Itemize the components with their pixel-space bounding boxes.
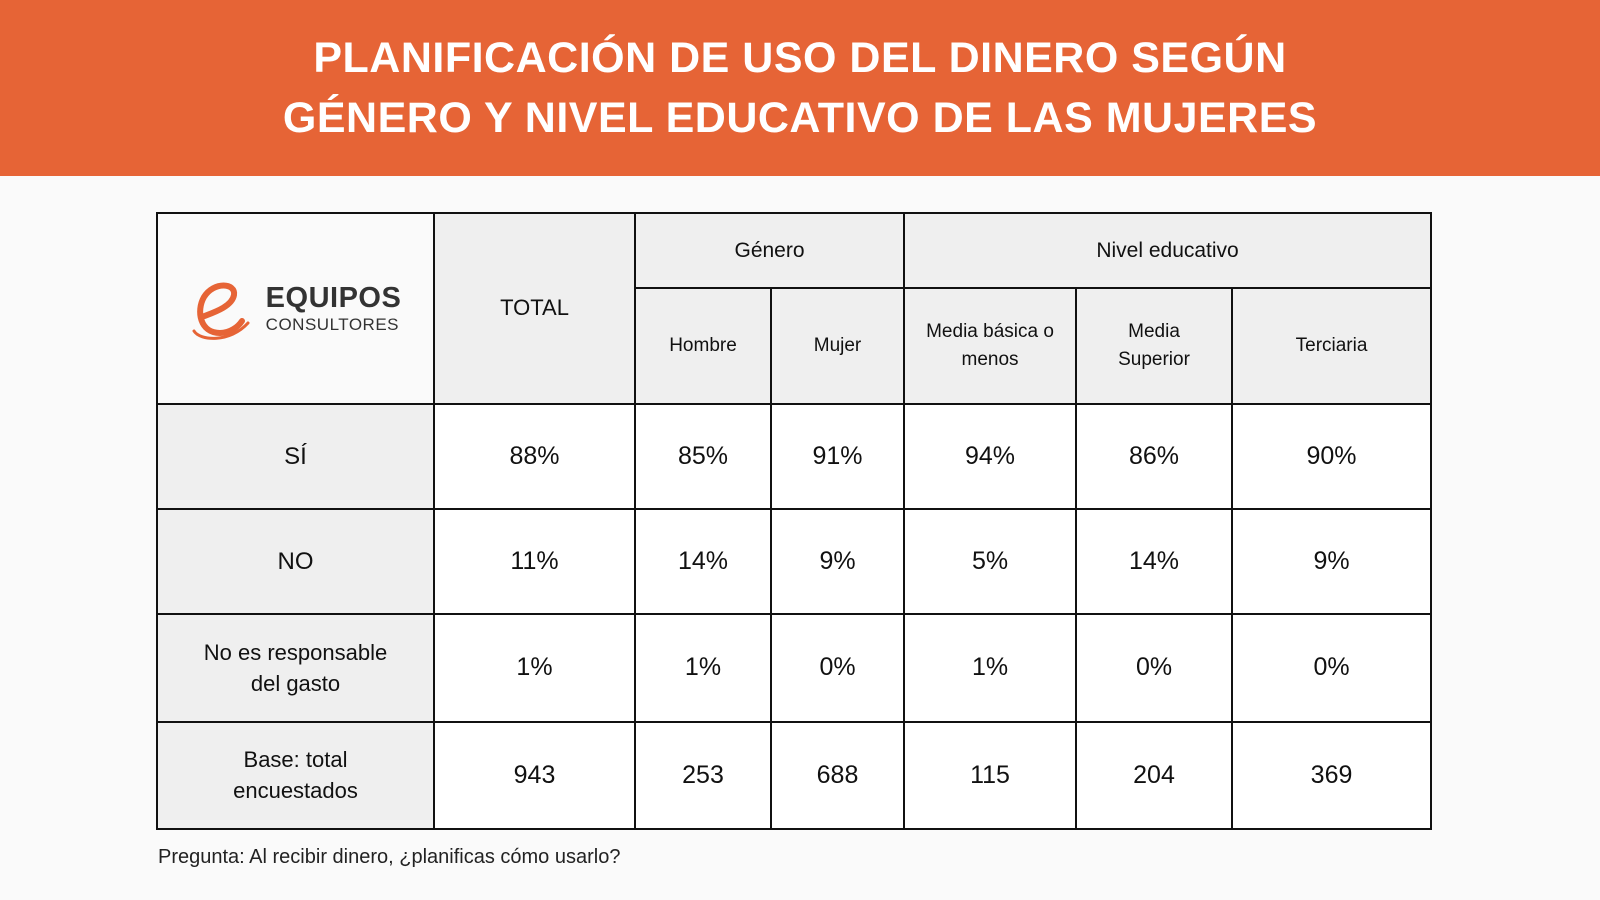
cell-base-total: 943 xyxy=(433,720,636,831)
row-label-no: NO xyxy=(156,507,435,616)
cell-base-terciaria: 369 xyxy=(1231,720,1433,831)
row-label-base-text: Base: total encuestados xyxy=(233,747,358,804)
header-terciaria: Terciaria xyxy=(1231,287,1433,405)
title-banner: PLANIFICACIÓN DE USO DEL DINERO SEGÚN GÉ… xyxy=(0,0,1600,176)
row-label-no-responsable: No es responsable del gasto xyxy=(156,613,435,723)
header-media-basica: Media básica o menos xyxy=(903,287,1078,405)
table-row: No es responsable del gasto 1% 1% 0% 1% … xyxy=(156,613,1433,723)
logo-sub: CONSULTORES xyxy=(265,314,400,334)
row-label-no-responsable-text: No es responsable del gasto xyxy=(203,639,388,696)
cell-no-total: 11% xyxy=(433,507,636,616)
title-line-1: PLANIFICACIÓN DE USO DEL DINERO SEGÚN xyxy=(313,34,1287,82)
cell-base-media-superior: 204 xyxy=(1075,720,1234,831)
logo-cell: EQUIPOS CONSULTORES xyxy=(156,212,435,405)
header-media-superior: Media Superior xyxy=(1075,287,1234,405)
header-group-genero: Género xyxy=(633,211,906,290)
header-media-basica-text: Media básica o menos xyxy=(926,320,1054,370)
header-hombre: Hombre xyxy=(634,287,772,405)
footnote-question: Pregunta: Al recibir dinero, ¿planificas… xyxy=(158,846,621,868)
cell-base-media-basica: 115 xyxy=(903,720,1078,831)
cell-no-terciaria: 9% xyxy=(1231,507,1433,616)
table-row: Base: total encuestados 943 253 688 115 … xyxy=(156,720,1433,831)
cell-si-total: 88% xyxy=(433,402,636,510)
cell-nr-terciaria: 0% xyxy=(1231,613,1433,723)
cell-si-media-basica: 94% xyxy=(903,402,1078,510)
results-table: EQUIPOS CONSULTORES TOTAL Género Nivel e… xyxy=(156,211,1433,831)
header-mujer: Mujer xyxy=(769,287,906,405)
cell-nr-hombre: 1% xyxy=(634,613,772,723)
row-label-si: SÍ xyxy=(156,402,435,510)
cell-si-media-superior: 86% xyxy=(1075,402,1234,510)
row-label-base: Base: total encuestados xyxy=(156,720,435,831)
cell-base-hombre: 253 xyxy=(634,720,772,831)
table-row: NO 11% 14% 9% 5% 14% 9% xyxy=(156,507,1433,616)
cell-si-hombre: 85% xyxy=(634,402,772,510)
logo-brand: EQUIPOS xyxy=(265,281,402,314)
table-row: SÍ 88% 85% 91% 94% 86% 90% xyxy=(156,402,1433,510)
company-logo: EQUIPOS CONSULTORES xyxy=(164,273,427,343)
cell-no-mujer: 9% xyxy=(769,507,906,616)
cell-nr-media-basica: 1% xyxy=(903,613,1078,723)
header-group-nivel-educativo: Nivel educativo xyxy=(903,211,1433,290)
title-line-2: GÉNERO Y NIVEL EDUCATIVO DE LAS MUJERES xyxy=(282,94,1318,142)
header-total: TOTAL xyxy=(433,212,636,405)
header-media-superior-text: Media Superior xyxy=(1118,320,1190,370)
cell-no-media-superior: 14% xyxy=(1075,507,1234,616)
cell-si-mujer: 91% xyxy=(769,402,906,510)
cell-nr-media-superior: 0% xyxy=(1075,613,1234,723)
cell-si-terciaria: 90% xyxy=(1231,402,1433,510)
cell-nr-total: 1% xyxy=(433,613,636,723)
cell-no-hombre: 14% xyxy=(634,507,772,616)
cell-base-mujer: 688 xyxy=(769,720,906,831)
cell-no-media-basica: 5% xyxy=(903,507,1078,616)
e-swoosh-logo-icon xyxy=(192,282,250,341)
cell-nr-mujer: 0% xyxy=(769,613,906,723)
